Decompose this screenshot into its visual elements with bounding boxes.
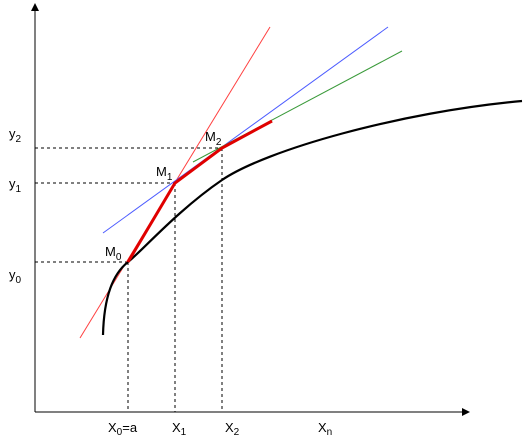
x-label: X0=a: [108, 420, 138, 438]
label-part: n: [327, 427, 333, 438]
curve: [101, 99, 523, 336]
euler-polyline: [126, 119, 273, 263]
label-part: M: [156, 164, 167, 179]
y-label: y2: [9, 126, 22, 145]
y-label: y0: [9, 267, 22, 286]
label-part: =a: [122, 420, 138, 435]
label-part: y: [9, 176, 16, 191]
label-part: M: [205, 129, 216, 144]
label-part: M: [105, 244, 116, 259]
label-part: 0: [117, 427, 123, 438]
label-part: 1: [16, 184, 22, 195]
projection-lines: [35, 147, 223, 412]
point-label: M2: [205, 129, 222, 148]
label-part: X: [225, 420, 234, 435]
x-label: Xn: [318, 420, 332, 438]
label-part: 1: [181, 427, 187, 438]
x-label: X2: [225, 420, 240, 438]
label-part: 2: [16, 134, 22, 145]
x-label: X1: [172, 420, 187, 438]
label-part: X: [172, 420, 181, 435]
point-label: M1: [156, 164, 173, 183]
point-label: M0: [105, 244, 122, 263]
y-label: y1: [9, 176, 22, 195]
label-part: 2: [216, 137, 222, 148]
label-part: 0: [116, 252, 122, 263]
tangent-m1: [102, 26, 389, 234]
label-part: X: [108, 420, 117, 435]
label-part: y: [9, 126, 16, 141]
label-part: y: [9, 267, 16, 282]
label-part: 1: [167, 172, 173, 183]
label-part: 2: [234, 427, 240, 438]
label-part: 0: [16, 275, 22, 286]
label-part: X: [318, 420, 327, 435]
